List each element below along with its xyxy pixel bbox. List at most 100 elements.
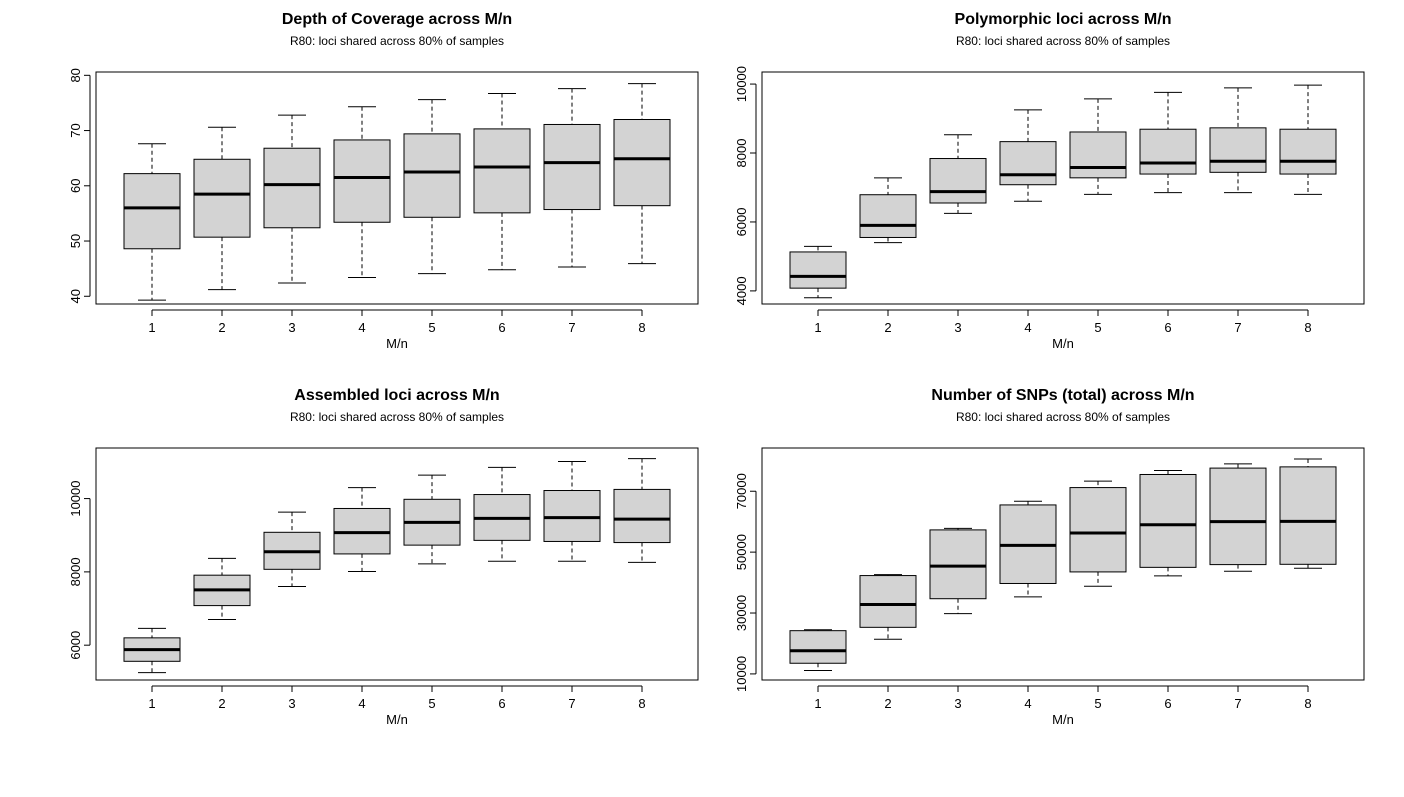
chart-subtitle: R80: loci shared across 80% of samples [956,34,1170,48]
iqr-box [263,147,321,229]
iqr-box [1209,127,1267,173]
chart-subtitle: R80: loci shared across 80% of samples [956,410,1170,424]
x-tick-label: 3 [288,320,295,335]
iqr-box [789,630,847,664]
box-2 [859,177,917,244]
iqr-box [543,490,601,542]
x-axis: 1 2 3 4 5 6 7 8 [148,685,646,711]
x-tick-label: 2 [218,320,225,335]
y-tick-label: 8000 [734,139,749,168]
chart-title: Depth of Coverage across M/n [282,11,512,28]
box-7 [1209,463,1267,572]
iqr-box [1279,466,1337,565]
x-tick-label: 3 [288,696,295,711]
x-tick-label: 6 [1164,696,1171,711]
y-tick-label: 6000 [734,207,749,236]
iqr-box [403,133,461,218]
y-tick-label: 6000 [68,631,83,660]
y-tick-label: 30000 [734,595,749,631]
chart-subtitle: R80: loci shared across 80% of samples [290,34,504,48]
panel-bottom-left: Assembled loci across M/n R80: loci share… [68,387,699,727]
iqr-box [929,158,987,204]
iqr-box [999,141,1057,186]
box-6 [473,93,531,271]
box-7 [543,461,601,562]
iqr-box [333,139,391,223]
x-tick-label: 4 [1024,696,1031,711]
y-axis: 4000 6000 8000 10000 [734,66,757,305]
y-tick-label: 10000 [734,66,749,102]
y-tick-label: 50 [68,234,83,248]
iqr-box [123,173,181,250]
x-tick-label: 8 [638,320,645,335]
x-axis: 1 2 3 4 5 6 7 8 [814,309,1312,335]
plot-frame [761,71,1365,305]
x-axis: 1 2 3 4 5 6 7 8 [814,685,1312,711]
y-tick-label: 70000 [734,473,749,509]
x-tick-label: 8 [638,696,645,711]
x-tick-label: 6 [1164,320,1171,335]
box-1 [123,627,181,674]
chart-title: Assembled loci across M/n [294,387,499,404]
iqr-box [1279,128,1337,175]
x-tick-label: 2 [218,696,225,711]
y-tick-label: 10000 [734,656,749,692]
iqr-box [1139,473,1197,568]
box-8 [613,83,671,265]
iqr-box [859,194,917,238]
plot-frame [95,447,699,681]
iqr-box [473,128,531,214]
plot-frame [95,71,699,305]
x-tick-label: 4 [1024,320,1031,335]
x-tick-label: 2 [884,320,891,335]
box-4 [999,109,1057,202]
box-4 [999,500,1057,598]
iqr-box [1069,487,1127,573]
x-tick-label: 6 [498,320,505,335]
iqr-box [789,251,847,289]
iqr-box [929,529,987,600]
box-3 [263,114,321,284]
y-axis: 10000 30000 50000 70000 [734,473,757,692]
x-tick-label: 6 [498,696,505,711]
x-tick-label: 7 [1234,696,1241,711]
chart-title: Number of SNPs (total) across M/n [931,387,1194,404]
x-axis-label: M/n [1052,712,1074,727]
x-axis-label: M/n [386,712,408,727]
panel-bottom-right: Number of SNPs (total) across M/n R80: lo… [734,387,1365,727]
x-tick-label: 1 [148,320,155,335]
y-tick-label: 50000 [734,534,749,570]
box-7 [543,88,601,268]
x-tick-label: 2 [884,696,891,711]
iqr-box [613,119,671,207]
box-8 [1279,458,1337,569]
iqr-box [543,123,601,211]
y-tick-label: 60 [68,179,83,193]
box-2 [859,574,917,640]
box-1 [789,629,847,672]
x-tick-label: 5 [428,696,435,711]
box-1 [123,143,181,301]
box-5 [1069,480,1127,587]
iqr-box [1139,128,1197,175]
x-tick-label: 3 [954,320,961,335]
x-tick-label: 7 [568,696,575,711]
y-axis: 40 50 60 70 80 [68,68,91,304]
box-7 [1209,87,1267,194]
panel-top-right: Polymorphic loci across M/n R80: loci sha… [734,11,1365,351]
box-6 [473,466,531,562]
box-6 [1139,470,1197,577]
box-6 [1139,91,1197,194]
y-axis: 6000 8000 10000 [68,481,91,660]
x-tick-label: 4 [358,696,365,711]
box-2 [193,126,251,291]
x-tick-label: 8 [1304,320,1311,335]
x-tick-label: 1 [814,320,821,335]
iqr-box [1209,467,1267,566]
x-tick-label: 1 [814,696,821,711]
y-tick-label: 70 [68,123,83,137]
iqr-box [859,575,917,628]
box-5 [403,474,461,565]
box-3 [929,527,987,615]
